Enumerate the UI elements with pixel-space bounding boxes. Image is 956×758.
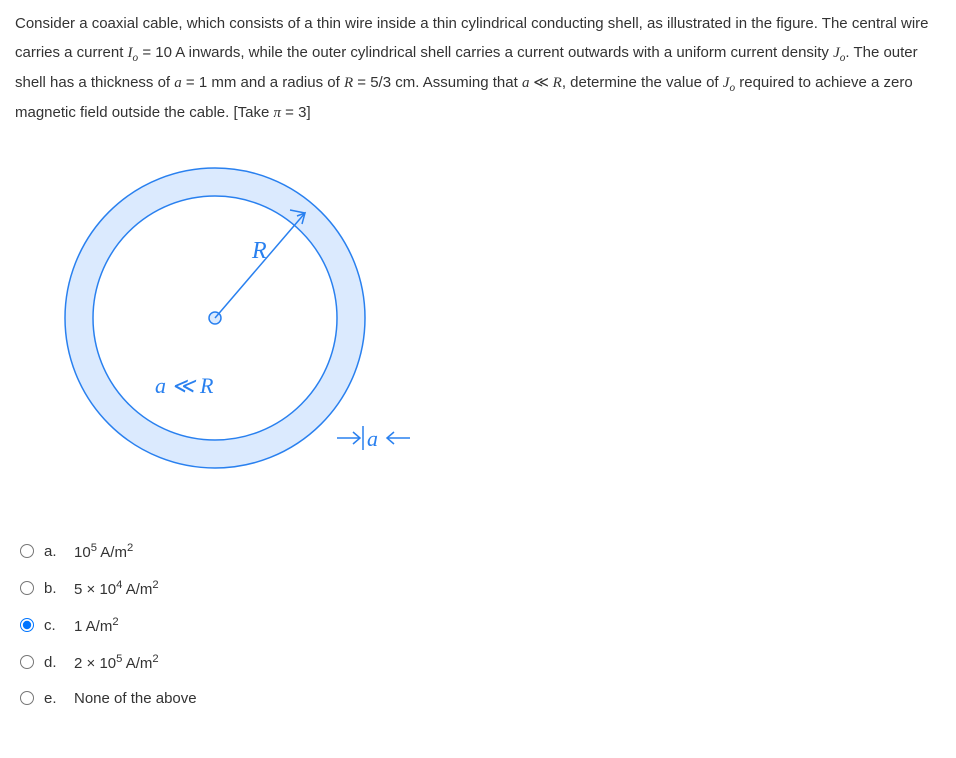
var-jo: J [833,45,840,61]
q-part: mm and a radius of [207,74,344,91]
option-c-label: c. [44,617,62,634]
radio-e[interactable] [20,691,34,705]
answer-options: a. 105 A/m2 b. 5 × 104 A/m2 c. 1 A/m2 d.… [15,542,941,707]
radio-b[interactable] [20,581,34,595]
q-eq: = 5/3 [353,74,391,91]
option-e-label: e. [44,690,62,707]
q-part: ] [306,104,310,121]
q-part: , determine the value of [562,74,723,91]
question-text: Consider a coaxial cable, which consists… [15,10,941,128]
option-d[interactable]: d. 2 × 105 A/m2 [15,653,941,672]
option-d-label: d. [44,654,62,671]
radio-c[interactable] [20,618,34,632]
r-label: R [251,238,267,264]
q-eq: = 1 [182,74,207,91]
radio-a[interactable] [20,544,34,558]
option-e-text: None of the above [74,690,197,707]
q-part: cm. Assuming that [391,74,522,91]
option-b-text: 5 × 104 A/m2 [74,579,159,598]
option-a[interactable]: a. 105 A/m2 [15,542,941,561]
radio-d[interactable] [20,655,34,669]
coaxial-diagram: R a ≪ R a [35,158,941,502]
var-r: R [344,75,353,91]
var-pi: π [274,105,282,121]
q-eq: = 3 [281,104,306,121]
diagram-svg: R a ≪ R a [35,158,435,498]
option-a-label: a. [44,543,62,560]
var-a: a [174,75,182,91]
option-b-label: b. [44,580,62,597]
q-eq: = 10 [138,44,172,61]
option-a-text: 105 A/m2 [74,542,133,561]
a-label: a [367,426,378,451]
option-b[interactable]: b. 5 × 104 A/m2 [15,579,941,598]
option-e[interactable]: e. None of the above [15,690,941,707]
a-ll-r-label: a ≪ R [155,373,214,398]
q-part: A inwards, while the outer cylindrical s… [172,44,833,61]
much-less-symbol: ≪ [529,75,552,91]
option-d-text: 2 × 105 A/m2 [74,653,159,672]
option-c[interactable]: c. 1 A/m2 [15,616,941,635]
var-r2: R [553,75,562,91]
option-c-text: 1 A/m2 [74,616,119,635]
